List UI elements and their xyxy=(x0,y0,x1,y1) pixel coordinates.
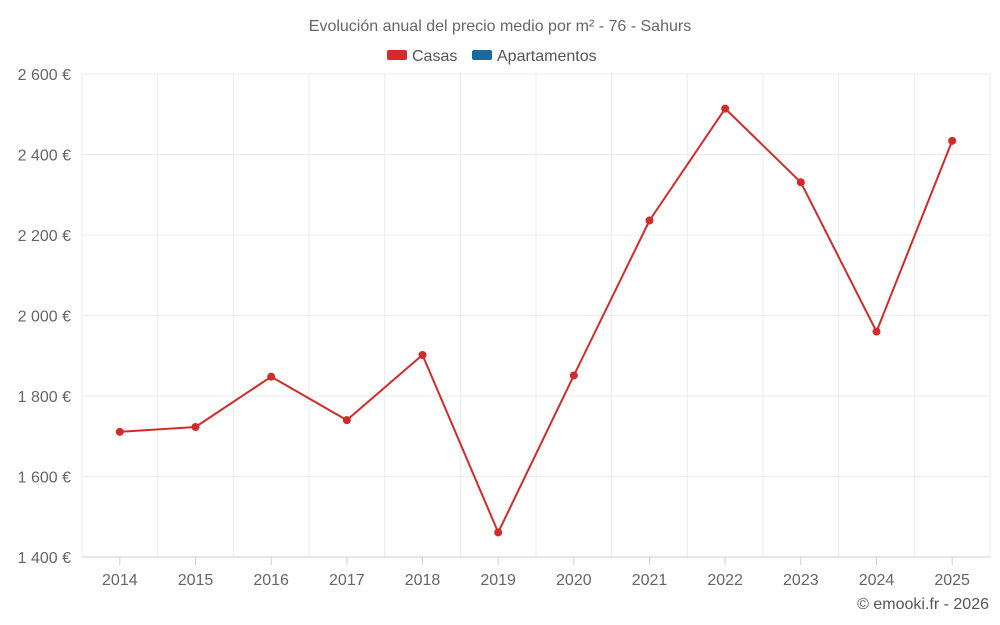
series-casas xyxy=(115,104,957,537)
legend-swatch-casas xyxy=(387,50,407,60)
x-tick-label: 2024 xyxy=(859,572,895,589)
y-tick-label: 2 000 € xyxy=(18,309,71,326)
y-tick-label: 2 400 € xyxy=(18,148,71,165)
legend-item-casas[interactable]: Casas xyxy=(387,48,457,65)
data-point-casas-2018[interactable] xyxy=(418,350,427,359)
data-point-casas-2015[interactable] xyxy=(191,422,200,431)
data-point-casas-2014[interactable] xyxy=(115,427,124,436)
y-tick-label: 2 600 € xyxy=(18,67,71,84)
data-point-casas-2021[interactable] xyxy=(645,216,654,225)
x-tick-label: 2022 xyxy=(707,572,743,589)
data-point-casas-2022[interactable] xyxy=(721,104,730,113)
data-point-casas-2019[interactable] xyxy=(494,528,503,537)
x-tick-label: 2016 xyxy=(253,572,289,589)
legend-label-casas: Casas xyxy=(412,48,457,65)
x-tick-label: 2019 xyxy=(480,572,516,589)
data-point-casas-2023[interactable] xyxy=(796,178,805,187)
legend-swatch-apartamentos xyxy=(472,50,492,60)
data-point-casas-2024[interactable] xyxy=(872,327,881,336)
x-tick-label: 2015 xyxy=(178,572,214,589)
x-tick-label: 2014 xyxy=(102,572,138,589)
x-tick-label: 2023 xyxy=(783,572,819,589)
axes: 1 400 € 1 600 € 1 800 € 2 000 € 2 200 € 2 400… xyxy=(18,67,990,589)
x-tick-label: 2020 xyxy=(556,572,592,589)
data-point-casas-2025[interactable] xyxy=(948,136,957,145)
data-point-casas-2020[interactable] xyxy=(569,371,578,380)
series-line-casas xyxy=(119,107,954,534)
x-tick-label: 2017 xyxy=(329,572,365,589)
data-point-casas-2017[interactable] xyxy=(342,416,351,425)
legend-label-apartamentos: Apartamentos xyxy=(497,48,597,65)
legend-item-apartamentos[interactable]: Apartamentos xyxy=(472,48,597,65)
legend: Casas Apartamentos xyxy=(387,48,597,65)
y-tick-label: 1 400 € xyxy=(18,550,71,567)
chart-title: Evolución anual del precio medio por m² … xyxy=(309,18,691,35)
credit-text: © emooki.fr - 2026 xyxy=(857,596,989,613)
x-tick-label: 2018 xyxy=(405,572,441,589)
y-tick-label: 2 200 € xyxy=(18,228,71,245)
x-tick-label: 2025 xyxy=(934,572,970,589)
x-tick-label: 2021 xyxy=(632,572,668,589)
y-tick-label: 1 600 € xyxy=(18,470,71,487)
data-point-casas-2016[interactable] xyxy=(267,372,276,381)
y-tick-label: 1 800 € xyxy=(18,389,71,406)
grid xyxy=(81,73,991,557)
